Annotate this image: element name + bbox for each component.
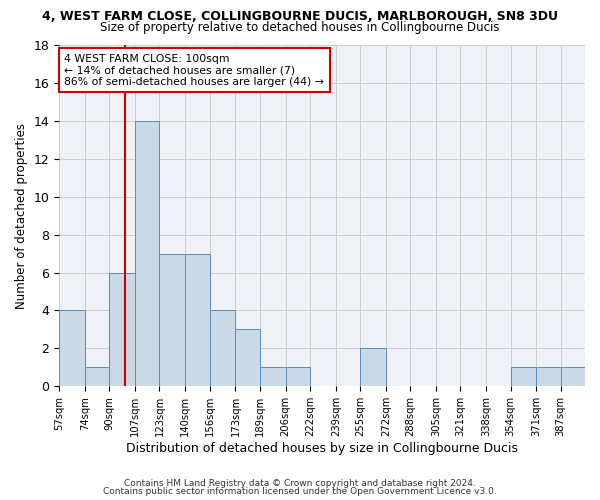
Bar — [59, 310, 85, 386]
Text: 4 WEST FARM CLOSE: 100sqm
← 14% of detached houses are smaller (7)
86% of semi-d: 4 WEST FARM CLOSE: 100sqm ← 14% of detac… — [64, 54, 324, 86]
Bar — [360, 348, 386, 387]
Bar — [185, 254, 209, 386]
Bar — [135, 121, 160, 386]
Text: 4, WEST FARM CLOSE, COLLINGBOURNE DUCIS, MARLBOROUGH, SN8 3DU: 4, WEST FARM CLOSE, COLLINGBOURNE DUCIS,… — [42, 10, 558, 23]
Bar — [286, 368, 310, 386]
Text: Size of property relative to detached houses in Collingbourne Ducis: Size of property relative to detached ho… — [100, 21, 500, 34]
Bar — [260, 368, 286, 386]
Bar — [160, 254, 185, 386]
Bar — [511, 368, 536, 386]
Bar — [536, 368, 560, 386]
Bar — [85, 368, 109, 386]
Y-axis label: Number of detached properties: Number of detached properties — [15, 122, 28, 308]
Bar — [209, 310, 235, 386]
Bar — [560, 368, 585, 386]
X-axis label: Distribution of detached houses by size in Collingbourne Ducis: Distribution of detached houses by size … — [126, 442, 518, 455]
Bar — [235, 330, 260, 386]
Text: Contains public sector information licensed under the Open Government Licence v3: Contains public sector information licen… — [103, 487, 497, 496]
Bar — [109, 272, 135, 386]
Text: Contains HM Land Registry data © Crown copyright and database right 2024.: Contains HM Land Registry data © Crown c… — [124, 479, 476, 488]
